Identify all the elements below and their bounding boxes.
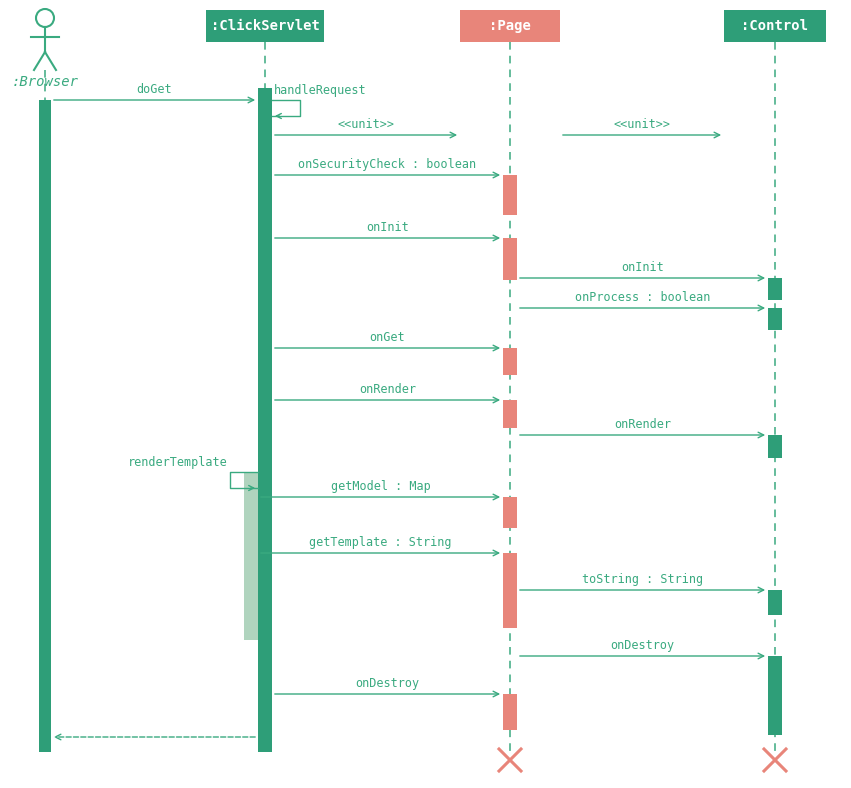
Text: :Browser: :Browser <box>12 75 78 89</box>
Text: onInit: onInit <box>621 261 664 274</box>
Bar <box>768 590 782 615</box>
Text: onDestroy: onDestroy <box>610 639 675 652</box>
Text: getTemplate : String: getTemplate : String <box>309 536 452 549</box>
Text: :Page: :Page <box>489 19 531 33</box>
Text: <<unit>>: <<unit>> <box>614 118 671 131</box>
Text: onGet: onGet <box>369 331 405 344</box>
Bar <box>244 472 258 640</box>
Bar <box>460 10 560 42</box>
Bar <box>206 10 324 42</box>
Bar <box>768 656 782 680</box>
Bar <box>503 400 517 428</box>
Text: handleRequest: handleRequest <box>274 84 367 97</box>
Text: onProcess : boolean: onProcess : boolean <box>574 291 711 304</box>
Bar <box>724 10 826 42</box>
Bar <box>503 238 517 280</box>
Text: doGet: doGet <box>137 83 172 96</box>
Text: getModel : Map: getModel : Map <box>331 480 431 493</box>
Text: :Control: :Control <box>741 19 808 33</box>
Bar <box>503 694 517 730</box>
Bar <box>503 348 517 375</box>
Bar <box>503 175 517 215</box>
Text: onDestroy: onDestroy <box>356 677 420 690</box>
Bar <box>503 497 517 528</box>
Bar <box>258 88 272 752</box>
Text: toString : String: toString : String <box>582 573 703 586</box>
Text: onSecurityCheck : boolean: onSecurityCheck : boolean <box>299 158 477 171</box>
Text: onRender: onRender <box>359 383 416 396</box>
Text: renderTemplate: renderTemplate <box>129 456 228 469</box>
Bar <box>39 100 51 752</box>
Bar <box>768 278 782 300</box>
Text: onRender: onRender <box>614 418 671 431</box>
Bar <box>768 308 782 330</box>
Text: <<unit>>: <<unit>> <box>338 118 395 131</box>
Text: :ClickServlet: :ClickServlet <box>210 19 319 33</box>
Bar <box>503 553 517 628</box>
Bar <box>768 435 782 458</box>
Bar <box>768 680 782 735</box>
Text: onInit: onInit <box>366 221 408 234</box>
